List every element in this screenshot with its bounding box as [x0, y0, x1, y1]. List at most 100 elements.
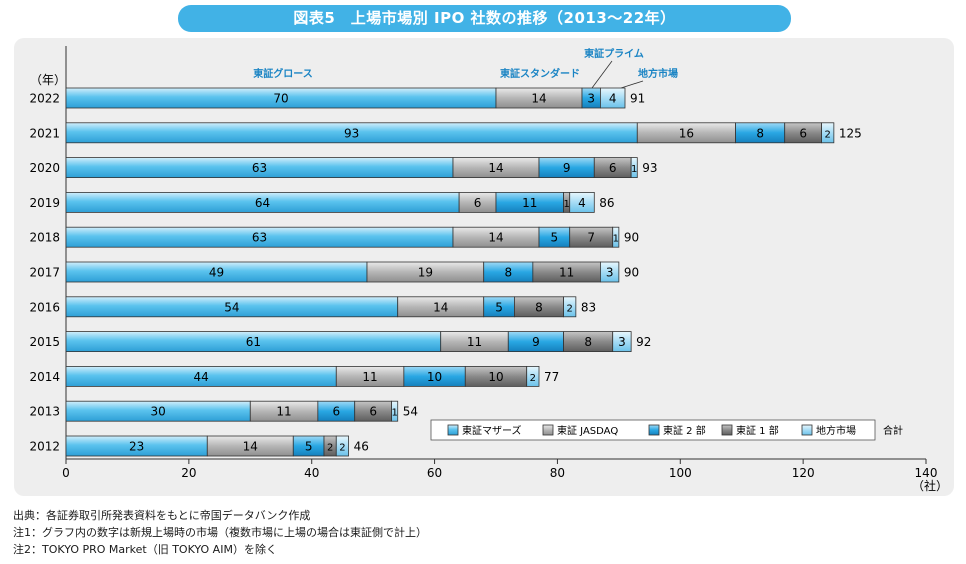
- bar-segment: [526, 365, 540, 387]
- bar-value-label: 11: [362, 370, 377, 384]
- annotation-local-leader: [620, 80, 644, 89]
- bar-value-label: 8: [535, 300, 543, 314]
- bar-value-label: 6: [369, 405, 377, 419]
- bar-value-label: 2: [327, 443, 333, 454]
- bar-total-label: 90: [624, 266, 639, 280]
- annotation-prime: 東証プライム: [584, 47, 644, 60]
- category-label: 2021: [29, 126, 60, 140]
- x-tick-labels: 0 20 40 60 80 100 120 140: [62, 459, 937, 480]
- bar-value-label: 8: [756, 126, 764, 140]
- legend-swatch: [447, 424, 459, 436]
- legend-label: 地方市場: [816, 424, 856, 437]
- bar-value-label: 14: [531, 92, 546, 106]
- legend-label: 東証 JASDAQ: [557, 424, 618, 437]
- bar-total-label: 77: [544, 370, 559, 384]
- annotation-growth: 東証グロース: [253, 67, 313, 80]
- bar-segment: [612, 331, 632, 353]
- bar-value-label: 16: [679, 126, 694, 140]
- bar-value-label: 19: [418, 266, 433, 280]
- bar-value-label: 8: [504, 266, 512, 280]
- x-tick-label: 80: [550, 466, 565, 480]
- x-tick-label: 60: [427, 466, 442, 480]
- bar-total-label: 125: [839, 126, 862, 140]
- bar-value-label: 3: [618, 335, 626, 349]
- x-tick-label: 120: [792, 466, 815, 480]
- bar-value-label: 63: [252, 231, 267, 245]
- bar-value-label: 5: [551, 231, 559, 245]
- bar-value-label: 61: [246, 335, 261, 349]
- x-unit-label: （社）: [912, 478, 948, 493]
- bar-segment: [563, 296, 577, 318]
- bar-value-label: 9: [563, 161, 571, 175]
- bar-value-label: 6: [609, 161, 617, 175]
- legend-swatch: [542, 424, 554, 436]
- bar-value-label: 5: [305, 440, 313, 454]
- bar-value-label: 70: [273, 92, 288, 106]
- bar-value-label: 2: [530, 373, 536, 384]
- bar-segment: [630, 157, 638, 179]
- bar-value-label: 3: [606, 266, 614, 280]
- bar-value-label: 14: [488, 161, 503, 175]
- bar-value-label: 11: [276, 405, 291, 419]
- legend-label: 東証 1 部: [736, 424, 779, 437]
- bar-value-label: 1: [631, 164, 637, 175]
- bar-total-label: 90: [624, 231, 639, 245]
- bar-total-label: 91: [630, 92, 645, 106]
- legend: 東証マザーズ 東証 JASDAQ 東証 2 部 東証 1 部 地方市場 合計: [430, 419, 903, 441]
- y-unit-label: （年）: [30, 73, 66, 87]
- bar-total-label: 86: [599, 196, 614, 210]
- bar-value-label: 5: [495, 300, 503, 314]
- bar-value-label: 4: [609, 92, 617, 106]
- bar-value-label: 10: [427, 370, 442, 384]
- bar-value-label: 6: [332, 405, 340, 419]
- axes: （年） （社）: [30, 46, 948, 493]
- bar-total-label: 83: [581, 300, 596, 314]
- bar-segment: [821, 122, 835, 144]
- bar-value-label: 4: [578, 196, 586, 210]
- footnote-source: 出典：各証券取引所発表資料をもとに帝国データバンク作成: [13, 509, 311, 522]
- chart-title: 図表5 上場市場別 IPO 社数の推移（2013～22年）: [178, 5, 791, 32]
- bar-segment: [600, 261, 620, 283]
- legend-label: 東証マザーズ: [462, 424, 522, 437]
- category-label: 2014: [29, 370, 60, 384]
- legend-swatch: [801, 424, 813, 436]
- bar-value-label: 1: [563, 199, 569, 210]
- bar-segment: [569, 191, 595, 213]
- legend-items: 東証マザーズ 東証 JASDAQ 東証 2 部 東証 1 部 地方市場: [447, 424, 856, 437]
- bar-value-label: 14: [433, 300, 448, 314]
- bar-value-label: 1: [613, 234, 619, 245]
- x-tick-label: 0: [62, 466, 70, 480]
- annotation-standard: 東証スタンダード: [500, 67, 580, 80]
- category-label: 2013: [29, 405, 60, 419]
- bar-value-label: 8: [584, 335, 592, 349]
- x-tick-label: 100: [669, 466, 692, 480]
- bar-value-label: 64: [255, 196, 270, 210]
- market-annotations-2022: 東証グロース 東証スタンダード 東証プライム 地方市場: [253, 47, 678, 89]
- bar-value-label: 14: [243, 440, 258, 454]
- category-label: 2020: [29, 161, 60, 175]
- category-label: 2012: [29, 440, 60, 454]
- bar-value-label: 54: [224, 300, 239, 314]
- bar-total-label: 46: [354, 440, 369, 454]
- bar-value-label: 2: [339, 443, 345, 454]
- x-tick-label: 20: [181, 466, 196, 480]
- x-tick-label: 140: [915, 466, 938, 480]
- bar-total-label: 93: [642, 161, 657, 175]
- bar-segment: [600, 87, 626, 109]
- bar-value-label: 3: [587, 92, 595, 106]
- category-label: 2022: [29, 92, 60, 106]
- bar-segment: [612, 226, 620, 248]
- bar-value-label: 1: [391, 408, 397, 419]
- bar-value-label: 6: [799, 126, 807, 140]
- bar-value-label: 11: [467, 335, 482, 349]
- legend-label: 東証 2 部: [663, 424, 706, 437]
- bar-value-label: 30: [151, 405, 166, 419]
- bar-total-label: 92: [636, 335, 651, 349]
- annotation-local-market: 地方市場: [638, 67, 678, 80]
- bar-value-label: 7: [587, 231, 595, 245]
- annotation-prime-leader: [591, 60, 613, 89]
- legend-total-label: 合計: [883, 424, 903, 437]
- category-label: 2019: [29, 196, 60, 210]
- bar-value-label: 9: [532, 335, 540, 349]
